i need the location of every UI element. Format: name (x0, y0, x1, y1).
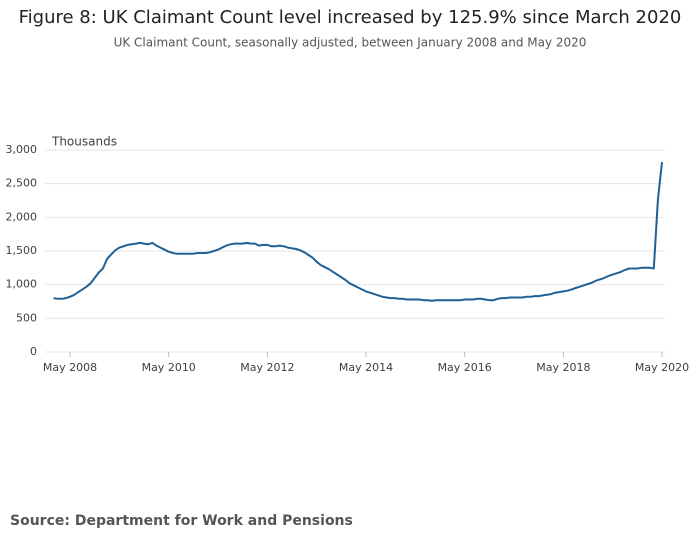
y-tick-label: 500 (16, 311, 37, 324)
x-tick-label: May 2018 (536, 361, 590, 374)
y-tick-label: 2,500 (6, 177, 38, 190)
x-tick-label: May 2012 (240, 361, 294, 374)
x-tick-label: May 2010 (142, 361, 196, 374)
x-tick-label: May 2014 (339, 361, 393, 374)
x-tick-label: May 2016 (438, 361, 492, 374)
x-tick-label: May 2020 (635, 361, 689, 374)
y-tick-label: 3,000 (6, 143, 38, 156)
line (53, 161, 663, 302)
y-axis-label: Thousands (51, 135, 117, 149)
source: Source: Department for Work and Pensions (10, 513, 353, 529)
y-tick-label: 2,000 (6, 210, 38, 223)
y-tick-label: 1,000 (6, 278, 38, 291)
y-tick-label: 1,500 (6, 244, 38, 257)
chart-title: Figure 8: UK Claimant Count level increa… (19, 7, 682, 28)
x-tick-label: May 2008 (43, 361, 97, 374)
chart-subtitle: UK Claimant Count, seasonally adjusted, … (114, 36, 587, 50)
y-tick-label: 0 (30, 345, 37, 358)
